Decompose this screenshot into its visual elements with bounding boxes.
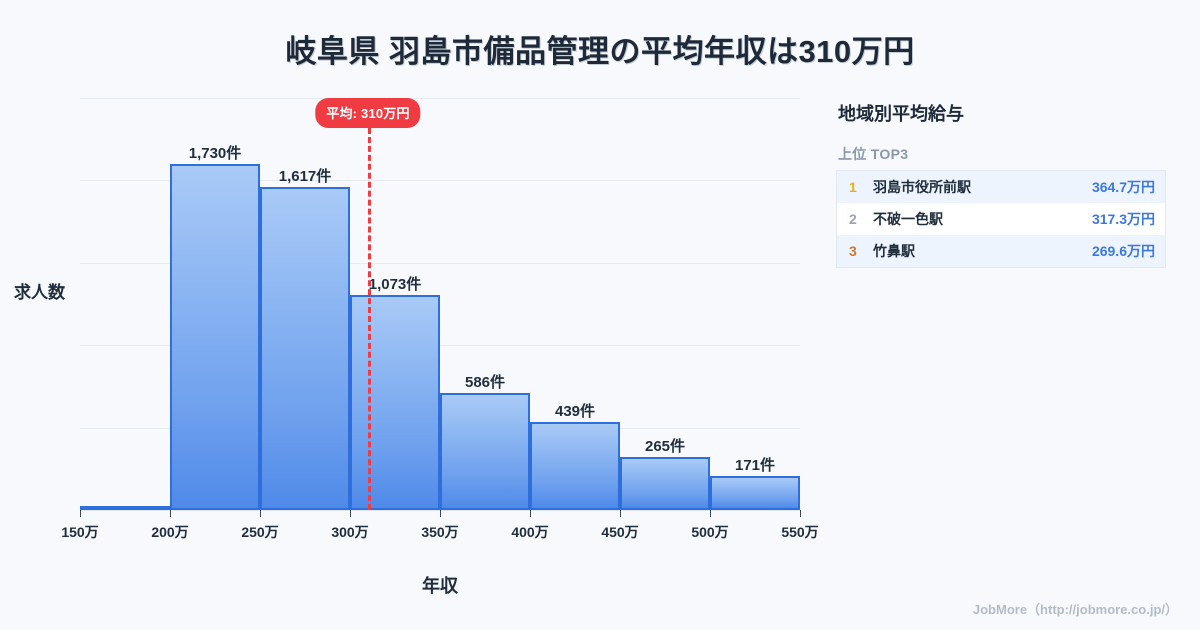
plot-area: 1,730件 1,617件 1,073件 586件 439件 265件 171件 150万 20…	[61, 98, 819, 540]
sidebar-subtitle: 上位 TOP3	[838, 146, 909, 162]
x-tick-label: 200万	[151, 524, 189, 540]
bar-value-label: 171件	[734, 457, 776, 474]
bar-value-label: 1,073件	[368, 276, 422, 293]
rank-row[interactable]: 3 竹鼻駅 269.6万円	[837, 235, 1165, 267]
average-line	[368, 128, 371, 510]
bar[interactable]	[530, 422, 620, 510]
rank-salary-value: 269.6万円	[1091, 243, 1155, 259]
bar[interactable]	[620, 457, 710, 510]
bar[interactable]	[710, 476, 800, 510]
x-tick-label: 450万	[601, 524, 639, 540]
rank-number: 1	[849, 179, 857, 195]
x-tick-mark	[170, 510, 171, 517]
x-tick-label: 150万	[61, 524, 99, 540]
sidebar-title: 地域別平均給与	[838, 104, 964, 124]
y-axis-title: 求人数	[14, 283, 65, 302]
x-tick-mark	[710, 510, 711, 517]
gridline	[80, 180, 800, 181]
rank-salary-value: 364.7万円	[1091, 179, 1155, 195]
rank-row[interactable]: 2 不破一色駅 317.3万円	[837, 203, 1165, 235]
x-tick-label: 550万	[781, 524, 819, 540]
rank-number: 3	[849, 243, 857, 259]
bar[interactable]	[80, 506, 170, 510]
bar-value-label: 265件	[644, 438, 686, 455]
rank-salary-value: 317.3万円	[1091, 211, 1155, 227]
x-axis-title: 年収	[422, 576, 458, 596]
rank-station-name: 不破一色駅	[873, 211, 943, 227]
x-tick-label: 400万	[511, 524, 549, 540]
bar[interactable]	[260, 187, 350, 510]
page-title: 岐阜県 羽島市備品管理の平均年収は310万円	[285, 34, 915, 69]
rank-station-name: 竹鼻駅	[873, 243, 915, 259]
x-tick-mark	[80, 510, 81, 517]
bar-value-label: 439件	[554, 403, 596, 420]
gridline	[80, 345, 800, 346]
bar-value-label: 1,617件	[278, 168, 332, 185]
bar[interactable]	[350, 295, 440, 510]
rank-station-name: 羽島市役所前駅	[873, 179, 971, 195]
x-tick-mark	[440, 510, 441, 517]
gridline	[80, 263, 800, 264]
gridline	[80, 98, 800, 99]
x-tick-label: 300万	[331, 524, 369, 540]
rank-row[interactable]: 1 羽島市役所前駅 364.7万円	[837, 171, 1165, 203]
x-tick-label: 350万	[421, 524, 459, 540]
x-tick-label: 250万	[241, 524, 279, 540]
bar-value-label: 586件	[464, 374, 506, 391]
bar[interactable]	[440, 393, 530, 510]
bar-value-label: 1,730件	[188, 145, 242, 162]
rank-table: 1 羽島市役所前駅 364.7万円 2 不破一色駅 317.3万円 3 竹鼻駅 269.6万円	[836, 170, 1166, 268]
bar[interactable]	[170, 164, 260, 510]
average-badge: 平均: 310万円	[315, 98, 421, 128]
x-tick-mark	[350, 510, 351, 517]
chart-container: 求人数 1,730件 1,617件 1,073件 586件 439件 265件 171件 15…	[14, 98, 819, 596]
region-salary-panel: 地域別平均給与 上位 TOP3 1 羽島市役所前駅 364.7万円 2 不破一色駅 317…	[836, 100, 1166, 268]
x-tick-label: 500万	[691, 524, 729, 540]
rank-number: 2	[849, 211, 857, 227]
x-tick-mark	[530, 510, 531, 517]
x-tick-mark	[620, 510, 621, 517]
x-tick-mark	[800, 510, 801, 517]
x-tick-mark	[260, 510, 261, 517]
footer-credit: JobMore（http://jobmore.co.jp/）	[972, 602, 1178, 617]
